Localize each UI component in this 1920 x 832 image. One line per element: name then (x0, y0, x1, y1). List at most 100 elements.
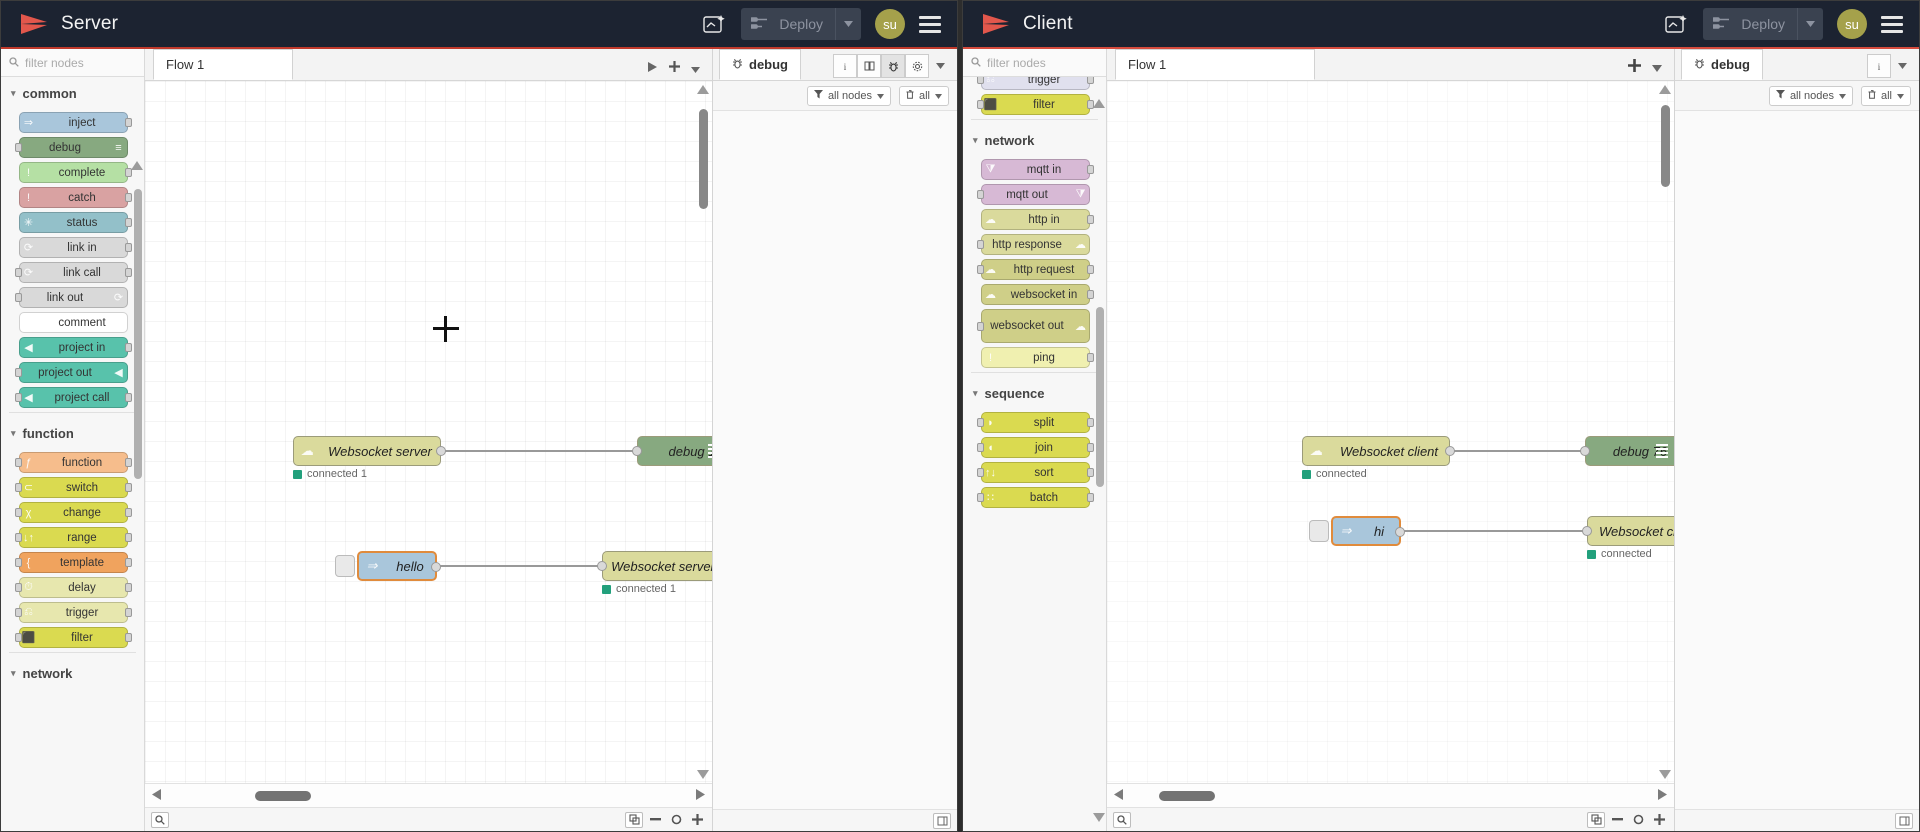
deploy-button-main[interactable]: Deploy (1703, 8, 1797, 40)
node-input-port[interactable] (977, 468, 984, 477)
flow-node-ws-server-out[interactable]: Websocket server☁ (597, 551, 712, 581)
node-input-port[interactable] (977, 240, 984, 249)
palette-node-trigger[interactable]: ⎌ trigger (15, 602, 132, 623)
avatar[interactable]: su (875, 9, 905, 39)
flow-node-debug-1[interactable]: debug 1 (632, 436, 712, 466)
node-output-port[interactable] (125, 608, 132, 617)
palette-node-project-in[interactable]: ◀ project in (19, 337, 132, 358)
info-button[interactable]: i (833, 54, 857, 78)
node-output-port[interactable] (431, 562, 441, 572)
node-output-port[interactable] (125, 218, 132, 227)
server-canvas[interactable]: ☁ Websocket server connected 1 debug 1 ⇒ hell… (145, 81, 712, 783)
tab-flow-1[interactable]: Flow 1 (1115, 49, 1315, 80)
palette-category-network[interactable]: ▾ network (1, 657, 144, 688)
book-icon[interactable] (857, 54, 881, 78)
node-output-port[interactable] (1395, 527, 1405, 537)
node-output-port[interactable] (125, 558, 132, 567)
node-output-port[interactable] (125, 458, 132, 467)
tab-flow-1[interactable]: Flow 1 (153, 49, 293, 80)
palette-node-range[interactable]: ↓↑ range (15, 527, 132, 548)
node-output-port[interactable] (125, 343, 132, 352)
filter-nodes-dropdown[interactable]: all nodes (806, 85, 891, 106)
fit-view-icon[interactable] (625, 811, 643, 828)
flow-wire[interactable] (437, 565, 602, 567)
node-input-port[interactable] (977, 77, 984, 84)
palette-node-http-request[interactable]: ☁ http request (977, 259, 1094, 280)
palette-filter[interactable]: filter nodes (1, 49, 144, 77)
flow-sparkle-icon[interactable] (1663, 11, 1689, 37)
palette-node-mqtt-out[interactable]: mqtt out ⧩ (977, 184, 1090, 205)
palette-category-function[interactable]: ▾ function (1, 417, 144, 448)
node-input-port[interactable] (977, 418, 984, 427)
node-output-port[interactable] (1087, 100, 1094, 109)
node-output-port[interactable] (125, 483, 132, 492)
debug-button[interactable] (881, 54, 905, 78)
palette-node-template[interactable]: {template (15, 552, 132, 573)
expand-panel-icon[interactable] (933, 812, 951, 829)
palette-node-switch[interactable]: ⊂ switch (15, 477, 132, 498)
palette-node-debug[interactable]: debug ≡ (15, 137, 128, 158)
palette-node-websocket-out[interactable]: websocket out ☁ (977, 309, 1090, 343)
node-output-port[interactable] (125, 508, 132, 517)
node-output-port[interactable] (125, 118, 132, 127)
play-icon[interactable] (647, 61, 658, 76)
tab-debug[interactable]: debug (719, 49, 801, 80)
node-output-port[interactable] (125, 268, 132, 277)
node-button[interactable] (1309, 520, 1329, 542)
tab-debug[interactable]: debug (1681, 49, 1763, 80)
client-canvas[interactable]: ☁ Websocket client connected debug 76 ⇒ hi Web… (1107, 81, 1674, 783)
plus-icon[interactable] (1650, 812, 1668, 828)
node-output-port[interactable] (1087, 468, 1094, 477)
node-output-port[interactable] (125, 533, 132, 542)
scroll-right-icon[interactable] (1657, 788, 1668, 804)
triangle-up-icon[interactable] (1659, 85, 1671, 94)
triangle-up-icon[interactable] (697, 85, 709, 94)
node-input-port[interactable] (977, 190, 984, 199)
chevron-down-icon[interactable] (1652, 60, 1662, 75)
server-hscroll[interactable] (145, 783, 712, 807)
hscroll-thumb[interactable] (255, 791, 311, 801)
flow-node-hello-inject[interactable]: ⇒ hello (357, 551, 441, 581)
palette-node-function[interactable]: ƒ function (15, 452, 132, 473)
node-input-port[interactable] (15, 393, 22, 402)
node-input-port[interactable] (977, 265, 984, 274)
palette-node-status[interactable]: ✳ status (19, 212, 132, 233)
flow-node-ws-client-in[interactable]: ☁ Websocket client (1302, 436, 1455, 466)
palette-node-websocket-in[interactable]: ☁ websocket in (981, 284, 1094, 305)
flow-wire[interactable] (1401, 530, 1587, 532)
palette-node-comment[interactable]: ⬚ comment (19, 312, 128, 333)
node-output-port[interactable] (1087, 290, 1094, 299)
search-icon[interactable] (1113, 811, 1131, 828)
palette-scrollbar[interactable] (134, 189, 142, 479)
node-input-port[interactable] (597, 561, 607, 571)
node-output-port[interactable] (125, 168, 132, 177)
node-output-port[interactable] (1087, 165, 1094, 174)
palette-node-batch[interactable]: ∷ batch (977, 487, 1094, 508)
circle-icon[interactable] (667, 812, 685, 828)
palette-node-filter[interactable]: ⬛ filter (15, 627, 132, 648)
palette-node-split[interactable]: ◗ split (977, 412, 1094, 433)
node-output-port[interactable] (125, 583, 132, 592)
scroll-left-icon[interactable] (1113, 788, 1124, 804)
chevron-down-icon[interactable] (1797, 8, 1823, 40)
plus-icon[interactable] (1627, 58, 1642, 76)
circle-icon[interactable] (1629, 812, 1647, 828)
node-output-port[interactable] (436, 446, 446, 456)
fit-view-icon[interactable] (1587, 811, 1605, 828)
flow-node-ws-server-in[interactable]: ☁ Websocket server (293, 436, 446, 466)
info-button[interactable]: i (1867, 54, 1891, 78)
node-output-port[interactable] (1087, 353, 1094, 362)
clear-dropdown[interactable]: all (1860, 85, 1911, 106)
node-output-port[interactable] (1087, 443, 1094, 452)
palette-node-project-call[interactable]: ◀ project call (15, 387, 132, 408)
node-output-port[interactable] (125, 393, 132, 402)
node-input-port[interactable] (977, 100, 984, 109)
node-output-port[interactable] (1087, 215, 1094, 224)
node-button[interactable] (335, 555, 355, 577)
minus-icon[interactable] (1608, 812, 1626, 828)
node-input-port[interactable] (15, 583, 22, 592)
expand-panel-icon[interactable] (1895, 812, 1913, 829)
filter-nodes-dropdown[interactable]: all nodes (1768, 85, 1853, 106)
plus-icon[interactable] (688, 812, 706, 828)
chevron-down-icon[interactable] (835, 8, 861, 40)
